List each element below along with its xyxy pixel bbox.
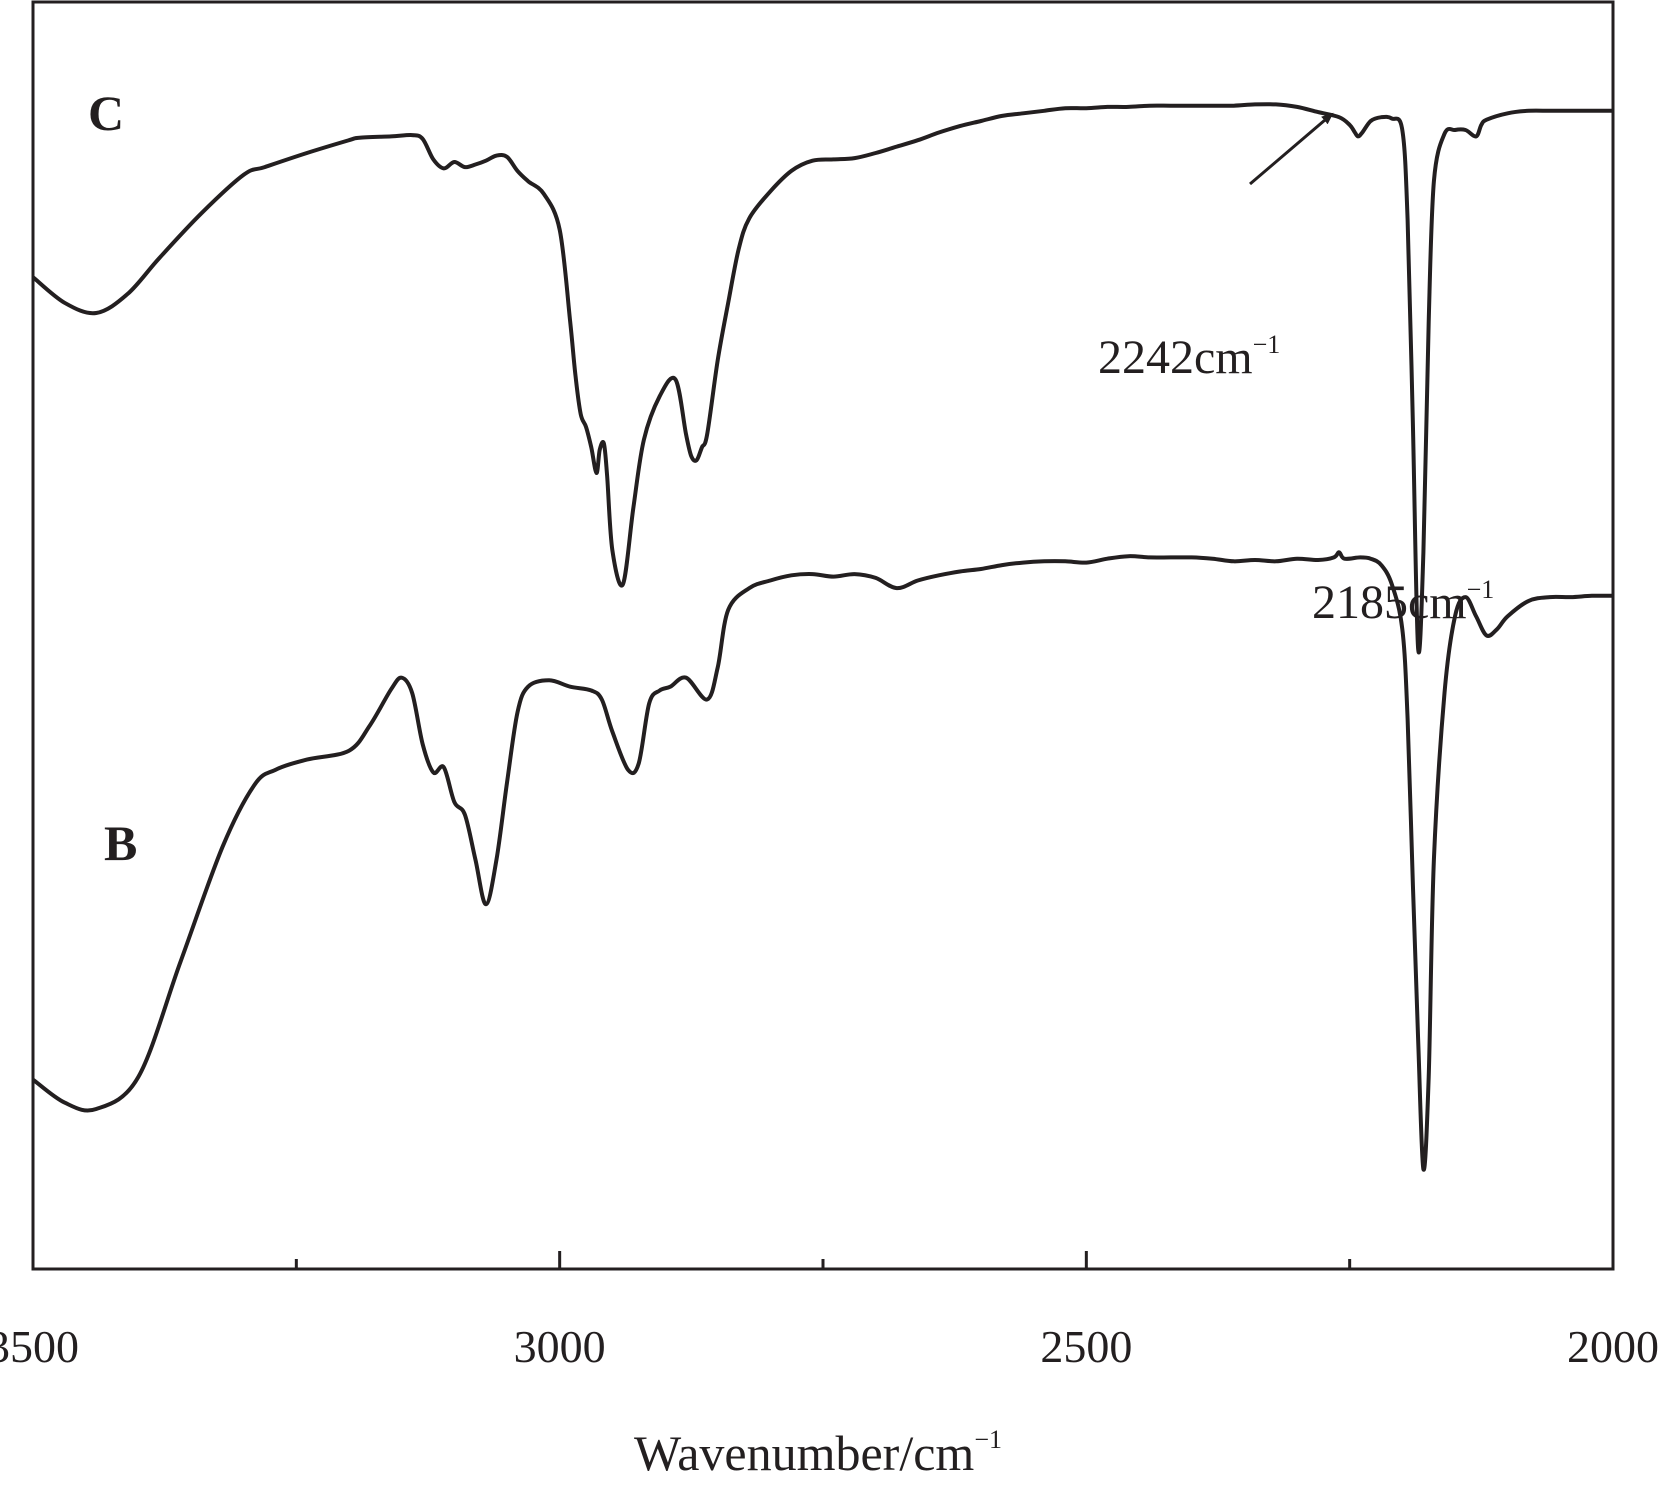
annotation-2242: 2242cm−1 [1098, 330, 1280, 384]
x-tick-label: 2000 [1567, 1321, 1659, 1372]
x-axis-title-text: Wavenumber/cm [634, 1425, 974, 1481]
x-tick-label: 2500 [1040, 1321, 1132, 1372]
plot-frame [31, 0, 1615, 1271]
series-group [31, 102, 1614, 1172]
x-tick-label: 3500 [0, 1321, 79, 1372]
annotation-2242-sup: −1 [1253, 330, 1281, 359]
annotation-2242-text: 2242cm [1098, 331, 1253, 384]
x-axis-title: Wavenumber/cm−1 [634, 1425, 1002, 1481]
x-axis-ticks [31, 1251, 1615, 1269]
series-label-c: C [88, 85, 124, 141]
annotation-2242-arrow [1249, 112, 1334, 186]
x-tick-label: 3000 [514, 1321, 606, 1372]
series-label-b: B [104, 815, 137, 871]
series-line-b [31, 550, 1614, 1172]
annotation-2185-text: 2185cm [1312, 576, 1467, 629]
annotation-2185-sup: −1 [1467, 575, 1495, 604]
x-axis-tick-labels: 3500 3000 2500 2000 [0, 1321, 1659, 1372]
series-line-c [31, 102, 1613, 655]
x-axis-title-sup: −1 [974, 1425, 1002, 1454]
annotation-2185: 2185cm−1 [1312, 575, 1494, 629]
